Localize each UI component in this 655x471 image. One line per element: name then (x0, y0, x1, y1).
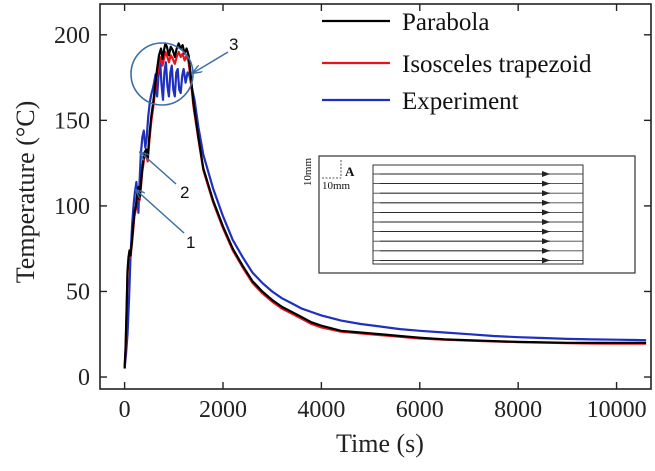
y-axis-label: Temperature (°C) (11, 101, 40, 284)
inset-scan-lines (373, 171, 583, 264)
inset-label-vertical: 10mm (302, 158, 314, 187)
x-tick-label: 4000 (297, 397, 345, 423)
annotation-label-3: 3 (229, 35, 238, 54)
scan-path-inset: 10mm 10mm A (302, 155, 636, 274)
annotations: 1 2 3 (136, 35, 238, 252)
annotation-arrow-1 (136, 190, 185, 234)
y-tick-label: 150 (54, 108, 90, 134)
x-tick-label: 2000 (199, 397, 247, 423)
series-line-experiment (123, 57, 647, 369)
annotation-label-2: 2 (180, 183, 189, 202)
inset-point-label: A (345, 164, 355, 179)
inset-frame (318, 155, 636, 274)
legend-label-parabola: Parabola (402, 9, 489, 36)
annotation-arrow-3 (193, 51, 229, 73)
inset-plate (372, 164, 584, 265)
x-tick-label: 8000 (494, 397, 542, 423)
legend-label-experiment: Experiment (402, 88, 519, 115)
legend-label-trapezoid: Isosceles trapezoid (402, 51, 592, 78)
x-axis-label: Time (s) (336, 429, 424, 458)
y-tick-label: 0 (78, 365, 90, 391)
legend: Parabola Isosceles trapezoid Experiment (322, 9, 592, 115)
annotation-arrow-2 (140, 152, 177, 185)
y-tick-label: 50 (66, 279, 90, 305)
x-tick-label: 10000 (587, 397, 647, 423)
annotation-label-1: 1 (186, 233, 195, 252)
x-axis-ticks: 0 2000 4000 6000 8000 10000 (119, 4, 647, 423)
y-tick-label: 100 (54, 194, 90, 220)
x-tick-label: 6000 (396, 397, 444, 423)
x-tick-label: 0 (119, 397, 131, 423)
plot-frame (99, 3, 652, 390)
inset-label-horizontal: 10mm (322, 180, 351, 192)
y-axis-ticks: 0 50 100 150 200 (54, 23, 651, 391)
y-tick-label: 200 (54, 23, 90, 49)
